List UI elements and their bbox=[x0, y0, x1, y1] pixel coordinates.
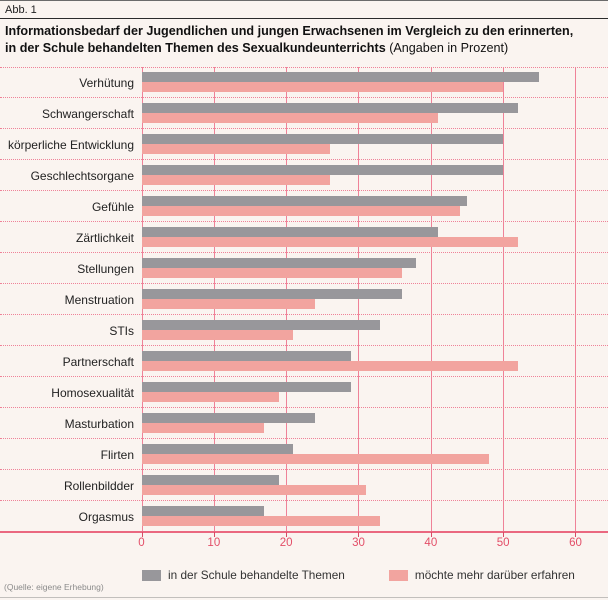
tick-mark-30 bbox=[358, 532, 360, 537]
category-label: Stellungen bbox=[77, 262, 134, 276]
chart-row: körperliche Entwicklung bbox=[0, 129, 608, 160]
tick-label-0: 0 bbox=[138, 537, 145, 549]
tick-label-10: 10 bbox=[207, 537, 221, 549]
chart-row: Geschlechtsorgane bbox=[0, 160, 608, 191]
category-label: Flirten bbox=[100, 448, 134, 462]
tick-label-40: 40 bbox=[424, 537, 438, 549]
bar-mehr bbox=[141, 82, 504, 92]
legend-swatch-gray bbox=[142, 569, 161, 581]
chart-row: Stellungen bbox=[0, 253, 608, 284]
bar-schule bbox=[141, 227, 439, 237]
category-label: Schwangerschaft bbox=[41, 107, 134, 121]
gridline-x-30 bbox=[358, 67, 360, 532]
legend-item-mehr: möchte mehr darüber erfahren bbox=[388, 568, 575, 582]
chart-row: Schwangerschaft bbox=[0, 98, 608, 129]
chart-title-line2: in der Schule behandelten Themen des Sex… bbox=[5, 40, 509, 55]
legend-label-mehr: möchte mehr darüber erfahren bbox=[414, 568, 575, 582]
chart-row: Verhütung bbox=[0, 67, 608, 98]
chart-title-suffix: (Angaben in Prozent) bbox=[389, 40, 509, 55]
tick-mark-60 bbox=[575, 532, 577, 537]
bar-mehr bbox=[141, 299, 316, 309]
bar-schule bbox=[141, 165, 504, 175]
bar-mehr bbox=[141, 175, 330, 185]
chart-row: Homosexualität bbox=[0, 377, 608, 408]
tick-mark-20 bbox=[286, 532, 288, 537]
chart-row: Orgasmus bbox=[0, 501, 608, 532]
bottom-divider bbox=[0, 597, 608, 598]
bar-schule bbox=[141, 320, 381, 330]
tick-mark-40 bbox=[430, 532, 432, 537]
chart-title: Informationsbedarf der Jugendlichen und … bbox=[5, 23, 603, 56]
gridline-x-40 bbox=[430, 67, 432, 532]
category-label: Homosexualität bbox=[51, 386, 134, 400]
tick-mark-50 bbox=[503, 532, 505, 537]
tick-label-30: 30 bbox=[352, 537, 365, 549]
category-label: Menstruation bbox=[64, 293, 134, 307]
bar-schule bbox=[141, 258, 417, 268]
bar-schule bbox=[141, 382, 352, 392]
bar-schule bbox=[141, 506, 265, 516]
bar-mehr bbox=[141, 144, 330, 154]
category-label: Masturbation bbox=[64, 417, 134, 431]
chart-row: Gefühle bbox=[0, 191, 608, 222]
bar-schule bbox=[141, 196, 467, 206]
legend-swatch-pink bbox=[388, 569, 408, 581]
chart-row: Masturbation bbox=[0, 408, 608, 439]
bar-schule bbox=[141, 413, 316, 423]
category-label: körperliche Entwicklung bbox=[7, 138, 134, 152]
tick-label-60: 60 bbox=[569, 537, 582, 549]
chart-row: Flirten bbox=[0, 439, 608, 470]
gridline-x-60 bbox=[575, 67, 577, 532]
tick-mark-10 bbox=[213, 532, 215, 537]
bar-mehr bbox=[141, 454, 489, 464]
category-label: Partnerschaft bbox=[62, 355, 134, 369]
tick-label-50: 50 bbox=[496, 537, 510, 549]
figure-number: Abb. 1 bbox=[5, 4, 37, 16]
bar-mehr bbox=[141, 330, 294, 340]
chart-row: Rollenbildder bbox=[0, 470, 608, 501]
bar-schule bbox=[141, 351, 352, 361]
bar-mehr bbox=[141, 516, 381, 526]
legend-item-schule: in der Schule behandelte Themen bbox=[142, 568, 345, 582]
category-label: STIs bbox=[109, 324, 134, 338]
category-label: Orgasmus bbox=[78, 510, 134, 524]
chart-row: STIs bbox=[0, 315, 608, 346]
chart-row: Partnerschaft bbox=[0, 346, 608, 377]
source-note: (Quelle: eigene Erhebung) bbox=[4, 582, 104, 592]
bar-mehr bbox=[141, 268, 402, 278]
category-label: Gefühle bbox=[91, 200, 134, 214]
x-axis bbox=[0, 531, 608, 533]
bar-mehr bbox=[141, 392, 279, 402]
category-label: Zärtlichkeit bbox=[75, 231, 134, 245]
bar-schule bbox=[141, 134, 504, 144]
chart-row: Menstruation bbox=[0, 284, 608, 315]
chart-title-line1: Informationsbedarf der Jugendlichen und … bbox=[5, 24, 574, 38]
category-label: Verhütung bbox=[79, 76, 134, 90]
legend: in der Schule behandelte Themen möchte m… bbox=[142, 568, 575, 582]
category-label: Rollenbildder bbox=[63, 479, 134, 493]
bar-schule bbox=[141, 444, 294, 454]
bar-mehr bbox=[141, 485, 366, 495]
bar-schule bbox=[141, 475, 279, 485]
header-divider bbox=[0, 18, 608, 19]
legend-label-schule: in der Schule behandelte Themen bbox=[168, 568, 345, 582]
bar-mehr bbox=[141, 113, 439, 123]
bar-schule bbox=[141, 72, 540, 82]
category-label: Geschlechtsorgane bbox=[30, 169, 134, 183]
gridline-x-50 bbox=[503, 67, 505, 532]
bar-mehr bbox=[141, 237, 518, 247]
plot-top-border bbox=[0, 67, 608, 68]
chart-row: Zärtlichkeit bbox=[0, 222, 608, 253]
bar-mehr bbox=[141, 423, 265, 433]
bar-schule bbox=[141, 103, 518, 113]
bar-mehr bbox=[141, 206, 460, 216]
bar-mehr bbox=[141, 361, 518, 371]
tick-mark-0 bbox=[141, 532, 143, 537]
tick-label-20: 20 bbox=[279, 537, 293, 549]
bar-schule bbox=[141, 289, 402, 299]
